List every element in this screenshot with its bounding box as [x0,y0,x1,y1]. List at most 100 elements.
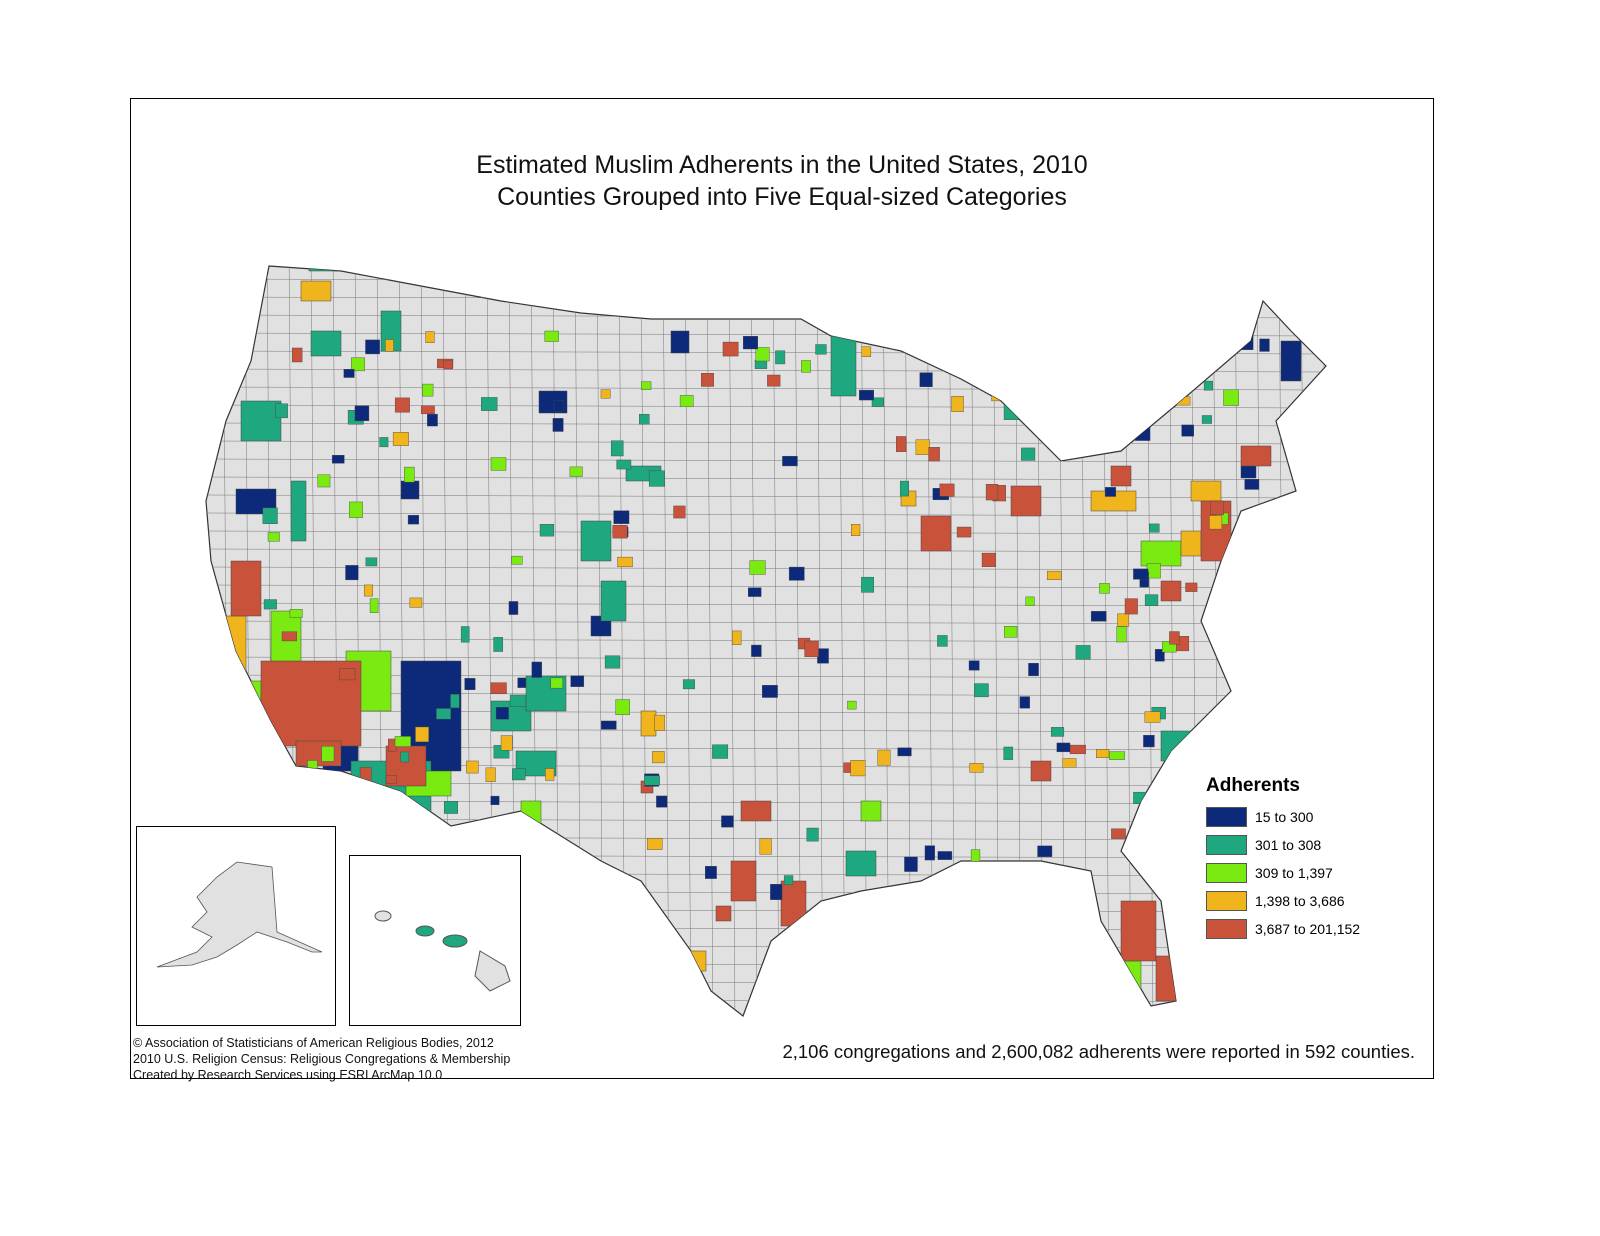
county-highlight [730,860,757,902]
county-highlight [220,615,247,677]
county-highlight [1111,828,1126,839]
county-highlight [985,484,999,501]
oahu [415,925,435,937]
county-highlight [425,331,435,343]
county-highlight [407,515,419,525]
county-highlight [1144,711,1161,723]
map-subtitle: Counties Grouped into Five Equal-sized C… [497,183,1067,211]
credit-line: © Association of Statisticians of Americ… [133,1036,494,1050]
county-highlight [291,347,303,363]
county-highlight [512,768,526,781]
county-highlight [969,869,981,881]
county-highlight [1190,480,1222,502]
county-highlight [915,439,930,455]
county-highlight [860,800,882,822]
county-highlight [1050,727,1065,737]
county-highlight [570,675,585,687]
county-highlight [969,763,984,773]
county-highlight [601,720,617,730]
hawaii-map [374,910,511,992]
county-highlight [450,694,460,709]
county-highlight [1280,340,1302,382]
county-highlight [485,767,496,782]
county-highlight [1244,479,1260,490]
county-highlight [1203,380,1213,391]
county-highlight [951,395,964,413]
county-highlight [1201,415,1212,424]
county-highlight [308,266,345,272]
county-highlight [1062,758,1077,768]
county-highlight [481,397,498,411]
county-highlight [1240,445,1272,467]
county-highlight [1030,760,1052,782]
legend-label: 301 to 308 [1255,837,1322,853]
county-highlight [1251,699,1266,710]
credit-line: Created by Research Services using ESRI … [133,1068,443,1082]
county-highlight [871,397,884,407]
county-highlight [861,346,872,357]
county-highlight [1144,594,1159,607]
county-highlight [1133,568,1149,580]
county-highlight [415,726,429,743]
county-highlight [569,466,583,477]
county-highlight [899,480,910,497]
county-highlight [1003,404,1019,420]
county-highlight [1124,598,1138,615]
county-highlight [673,505,686,519]
county-highlight [490,457,507,471]
county-highlight [937,851,953,860]
county-highlight [544,330,559,342]
county-highlight [1003,746,1014,760]
county-highlight [290,480,307,542]
county-highlight [404,466,415,483]
county-highlight [508,601,519,615]
alaska-map [156,861,323,968]
county-highlight [345,565,359,581]
county-highlight [782,455,798,467]
county-highlight [509,694,527,707]
county-highlight [919,372,933,388]
county-highlight [295,740,342,767]
county-highlight [263,599,277,610]
county-highlight [680,950,707,972]
county-highlight [275,403,288,419]
legend-label: 309 to 1,397 [1255,865,1333,881]
county-highlight [1120,900,1157,962]
legend-swatch [1206,891,1247,911]
legend-swatch [1206,835,1247,855]
county-highlight [1223,389,1239,406]
county-highlight [1209,515,1223,530]
county-highlight [553,400,564,412]
county-highlight [1160,730,1192,762]
county-highlight [830,335,857,397]
legend-label: 3,687 to 201,152 [1255,921,1361,937]
county-highlight [780,880,807,927]
county-highlight [647,838,663,850]
county-highlight [532,868,543,881]
county-highlight [654,714,665,731]
county-highlight [1149,523,1160,533]
county-highlight [956,526,972,538]
county-highlight [354,405,370,422]
county-highlight [613,510,630,524]
county-highlight [443,801,459,814]
county-highlight [385,339,394,352]
county-highlight [1037,845,1053,857]
county-highlight [610,440,624,457]
county-highlight [682,679,695,690]
credit-line: 2010 U.S. Religion Census: Religious Con… [133,1052,511,1066]
county-highlight [443,359,453,370]
county-highlight [652,751,665,764]
county-highlight [392,432,409,446]
county-highlight [616,459,632,470]
county-highlight [511,555,523,565]
county-highlight [1160,580,1182,602]
county-highlight [895,436,907,452]
county-highlight [1028,663,1039,677]
legend-item: 1,398 to 3,686 [1206,887,1360,915]
county-highlight [331,455,345,464]
county-highlight [1056,742,1071,753]
county-highlight [1010,485,1042,517]
county-highlight [924,845,935,861]
county-highlight [920,515,952,552]
